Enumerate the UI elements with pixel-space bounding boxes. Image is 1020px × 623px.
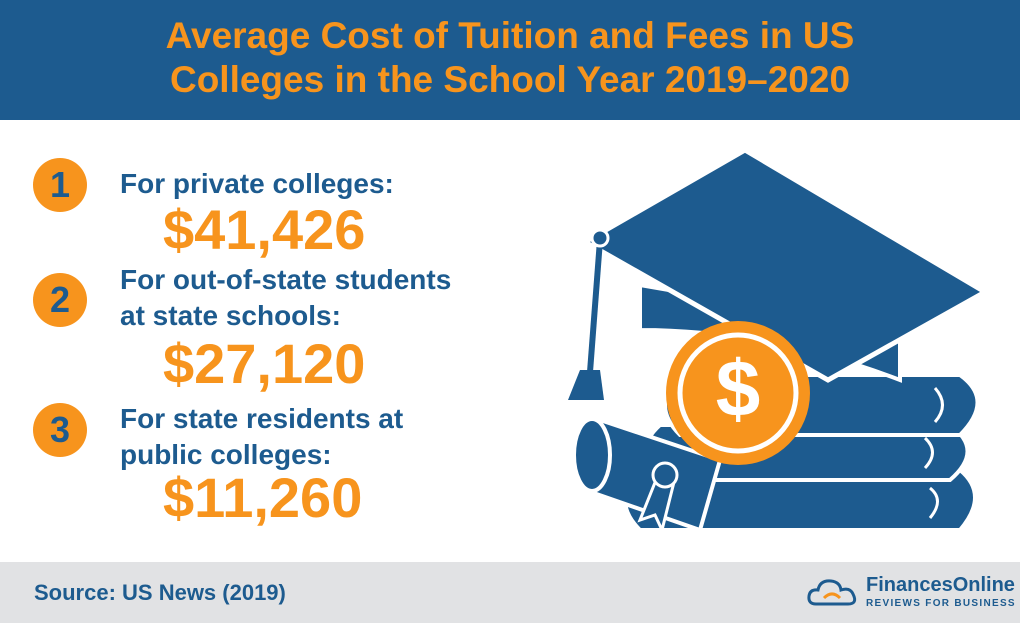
item-number: 3: [33, 403, 87, 457]
item-number: 1: [33, 158, 87, 212]
source: Source: US News (2019): [34, 580, 286, 605]
title: Colleges in the School Year 2019–2020: [169, 59, 851, 100]
item-label: For private colleges:: [120, 168, 394, 199]
title: Average Cost of Tuition and Fees in US: [165, 15, 855, 56]
diploma: [572, 417, 723, 535]
item-value: $41,426: [163, 198, 366, 261]
illustration: $: [568, 150, 985, 535]
brand: FinancesOnline: [866, 574, 1015, 596]
coin-symbol: $: [716, 344, 761, 433]
item-label: at state schools:: [120, 300, 341, 331]
item-label: For out-of-state students: [120, 264, 452, 295]
coin: $: [666, 321, 810, 465]
item-number: 2: [33, 273, 87, 327]
tagline: REVIEWS FOR BUSINESS: [866, 598, 1016, 609]
header-band: [0, 0, 1020, 120]
logo-icon: [807, 579, 857, 606]
item-label: public colleges:: [120, 439, 332, 470]
item-value: $27,120: [163, 332, 366, 395]
footer-band: [0, 562, 1020, 623]
item-label: For state residents at: [120, 403, 404, 434]
item-value: $11,260: [163, 466, 363, 529]
